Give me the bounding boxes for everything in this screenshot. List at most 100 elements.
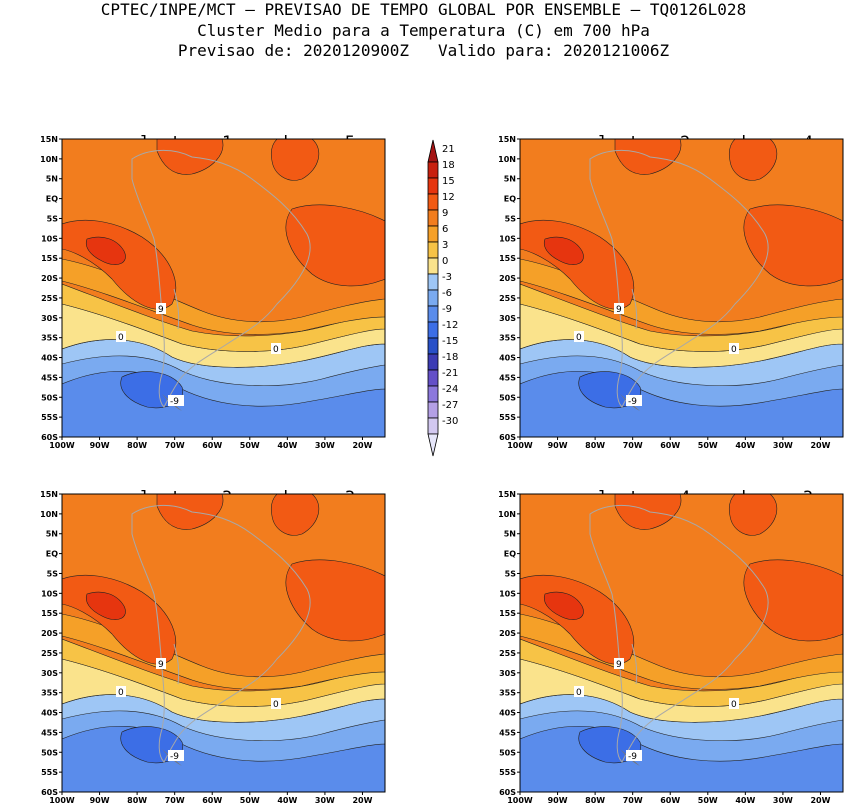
lon-label: 60W	[660, 796, 680, 803]
colorbar-swatch	[427, 337, 439, 355]
colorbar-swatch	[427, 209, 439, 227]
colorbar-swatch	[427, 369, 439, 387]
lat-label: 55S	[499, 413, 516, 422]
lat-label: 10N	[498, 155, 516, 164]
temperature-band	[85, 591, 126, 620]
colorbar-label: 18	[442, 160, 455, 171]
figure-title-line-1: CPTEC/INPE/MCT – PREVISAO DE TEMPO GLOBA…	[100, 0, 747, 19]
lat-label: 5S	[505, 569, 517, 578]
temperature-band	[285, 204, 385, 287]
contour-label-box	[729, 343, 739, 354]
temperature-band	[270, 139, 320, 181]
contour-label-box	[614, 303, 624, 314]
lat-label: 5S	[47, 214, 59, 223]
temperature-band	[270, 494, 320, 536]
colorbar-swatch	[427, 385, 439, 403]
temperature-band	[614, 139, 682, 175]
coastline	[589, 504, 769, 763]
lat-label: 15S	[41, 254, 58, 263]
lat-label: 60S	[41, 788, 58, 797]
lat-label: 60S	[499, 433, 516, 442]
lat-label: 50S	[41, 393, 58, 402]
lat-label: 10N	[498, 510, 516, 519]
colorbar-swatch	[427, 257, 439, 275]
coastline	[131, 504, 311, 763]
lat-label: 10S	[499, 234, 516, 243]
lat-label: 15S	[499, 254, 516, 263]
colorbar-swatch	[427, 193, 439, 211]
lat-label: 15N	[40, 135, 58, 144]
lat-label: 60S	[499, 788, 516, 797]
lon-label: 100W	[507, 441, 533, 450]
lat-label: 40S	[499, 709, 516, 718]
contour-label-box	[156, 658, 166, 669]
lat-label: 45S	[41, 373, 58, 382]
lon-label: 30W	[773, 796, 793, 803]
lat-label: 55S	[499, 768, 516, 777]
contour-label: -9	[628, 752, 637, 762]
lon-label: 50W	[240, 796, 260, 803]
lon-label: 30W	[315, 796, 335, 803]
colorbar-label: -24	[442, 384, 458, 395]
contour-label-box	[168, 395, 184, 406]
lat-label: 40S	[499, 354, 516, 363]
lat-label: 15S	[499, 609, 516, 618]
contour-label-box	[626, 750, 642, 761]
lon-label: 70W	[623, 796, 643, 803]
lon-label: 80W	[585, 796, 605, 803]
lat-label: 35S	[499, 334, 516, 343]
contour-label-box	[729, 698, 739, 709]
contour-label: -9	[628, 397, 637, 407]
country-border	[631, 288, 638, 330]
lat-label: 30S	[41, 669, 58, 678]
temperature-band	[728, 494, 778, 536]
lat-label: 10S	[499, 589, 516, 598]
lat-label: 15N	[498, 490, 516, 499]
lat-label: 5S	[505, 214, 517, 223]
lat-label: 30S	[41, 314, 58, 323]
lon-label: 20W	[352, 441, 372, 450]
colorbar-label: 21	[442, 144, 455, 155]
lat-label: 40S	[41, 709, 58, 718]
contour-label-box	[626, 395, 642, 406]
lon-label: 60W	[660, 441, 680, 450]
lat-label: 55S	[41, 413, 58, 422]
lon-label: 40W	[277, 796, 297, 803]
contour-label: 0	[273, 700, 279, 710]
figure-title-line-2: Cluster Medio para a Temperatura (C) em …	[197, 21, 650, 40]
contour-label: 9	[158, 660, 164, 670]
lat-label: 30S	[499, 314, 516, 323]
lon-label: 40W	[735, 441, 755, 450]
colorbar-label: -3	[442, 272, 452, 283]
lat-label: 50S	[499, 393, 516, 402]
lat-label: 20S	[41, 629, 58, 638]
temperature-band	[62, 283, 385, 352]
lat-label: 15N	[40, 490, 58, 499]
colorbar-swatch	[427, 417, 439, 435]
contour-label-box	[574, 331, 584, 342]
lon-label: 30W	[315, 441, 335, 450]
lat-label: 10N	[40, 155, 58, 164]
lon-label: 90W	[90, 441, 110, 450]
lat-label: 20S	[41, 274, 58, 283]
temperature-band	[85, 236, 126, 265]
lat-label: 60S	[41, 433, 58, 442]
lon-label: 50W	[240, 441, 260, 450]
lon-label: 50W	[698, 796, 718, 803]
colorbar: 21 18 15 12 9 6 3 0 -3 -6 -9 -12 -15 -18 -21 -24 -27 -30	[427, 139, 458, 457]
lat-label: 45S	[499, 728, 516, 737]
colorbar-label: 9	[442, 208, 448, 219]
temperature-band	[743, 204, 843, 287]
lat-label: 20S	[499, 274, 516, 283]
contour-label: 0	[576, 333, 582, 343]
contour-label-box	[271, 698, 281, 709]
colorbar-label: 6	[442, 224, 448, 235]
lon-label: 40W	[735, 796, 755, 803]
lon-label: 60W	[202, 441, 222, 450]
lon-label: 50W	[698, 441, 718, 450]
coastline	[131, 149, 311, 408]
lon-label: 70W	[165, 441, 185, 450]
lon-label: 100W	[507, 796, 533, 803]
map-panel-4: 9 0 0 -9 15N 10N 5N EQ 5S 10S 15S 20S 25S 30S 35S 40S 45…	[498, 490, 844, 803]
lon-label: 20W	[810, 441, 830, 450]
